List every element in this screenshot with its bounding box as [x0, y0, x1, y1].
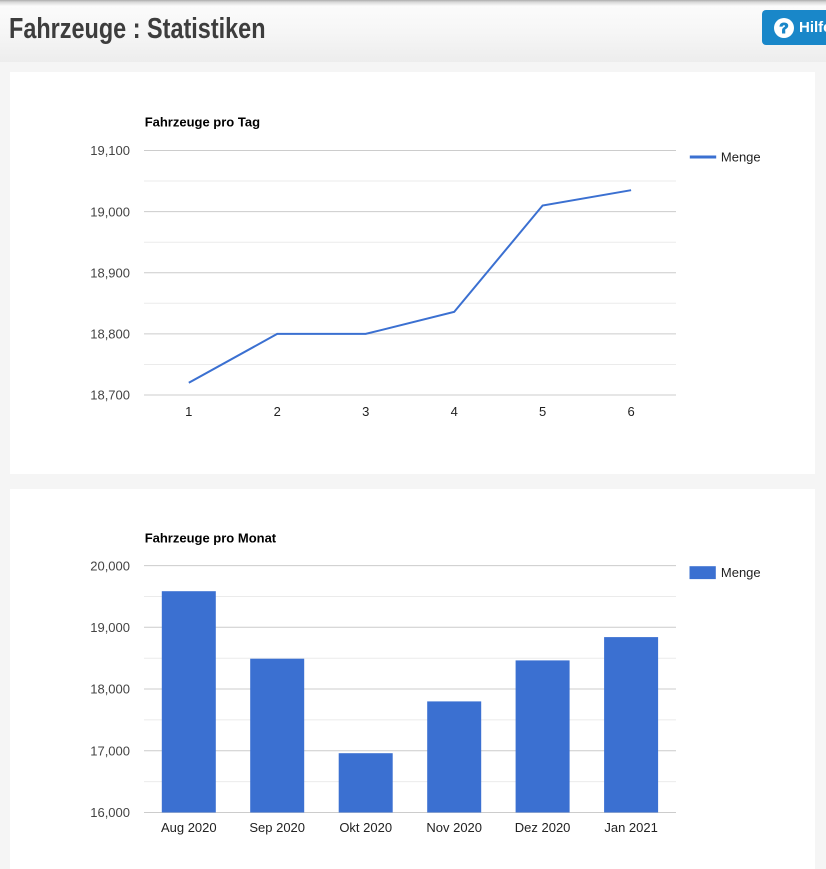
svg-text:18,900: 18,900	[90, 265, 130, 280]
svg-text:Dez 2020: Dez 2020	[515, 820, 571, 835]
svg-text:Menge: Menge	[721, 565, 761, 580]
svg-text:5: 5	[539, 404, 546, 419]
svg-text:?: ?	[779, 20, 788, 37]
svg-text:18,700: 18,700	[90, 388, 130, 403]
svg-text:1: 1	[185, 404, 192, 419]
svg-text:Fahrzeuge pro Tag: Fahrzeuge pro Tag	[145, 115, 260, 130]
svg-text:20,000: 20,000	[90, 558, 130, 573]
svg-text:Menge: Menge	[721, 150, 761, 165]
svg-text:4: 4	[451, 404, 458, 419]
svg-text:18,000: 18,000	[90, 682, 130, 697]
svg-text:Jan 2021: Jan 2021	[604, 820, 658, 835]
svg-text:19,000: 19,000	[90, 204, 130, 219]
svg-text:Nov 2020: Nov 2020	[426, 820, 482, 835]
svg-text:18,800: 18,800	[90, 327, 130, 342]
svg-text:2: 2	[274, 404, 281, 419]
svg-text:Fahrzeuge pro Monat: Fahrzeuge pro Monat	[145, 531, 277, 546]
svg-text:17,000: 17,000	[90, 743, 130, 758]
svg-text:19,000: 19,000	[90, 620, 130, 635]
svg-text:16,000: 16,000	[90, 805, 130, 820]
svg-text:19,100: 19,100	[90, 143, 130, 158]
svg-text:Okt 2020: Okt 2020	[339, 820, 392, 835]
svg-text:6: 6	[627, 404, 634, 419]
svg-text:Sep 2020: Sep 2020	[249, 820, 305, 835]
svg-text:3: 3	[362, 404, 369, 419]
svg-text:Aug 2020: Aug 2020	[161, 820, 217, 835]
